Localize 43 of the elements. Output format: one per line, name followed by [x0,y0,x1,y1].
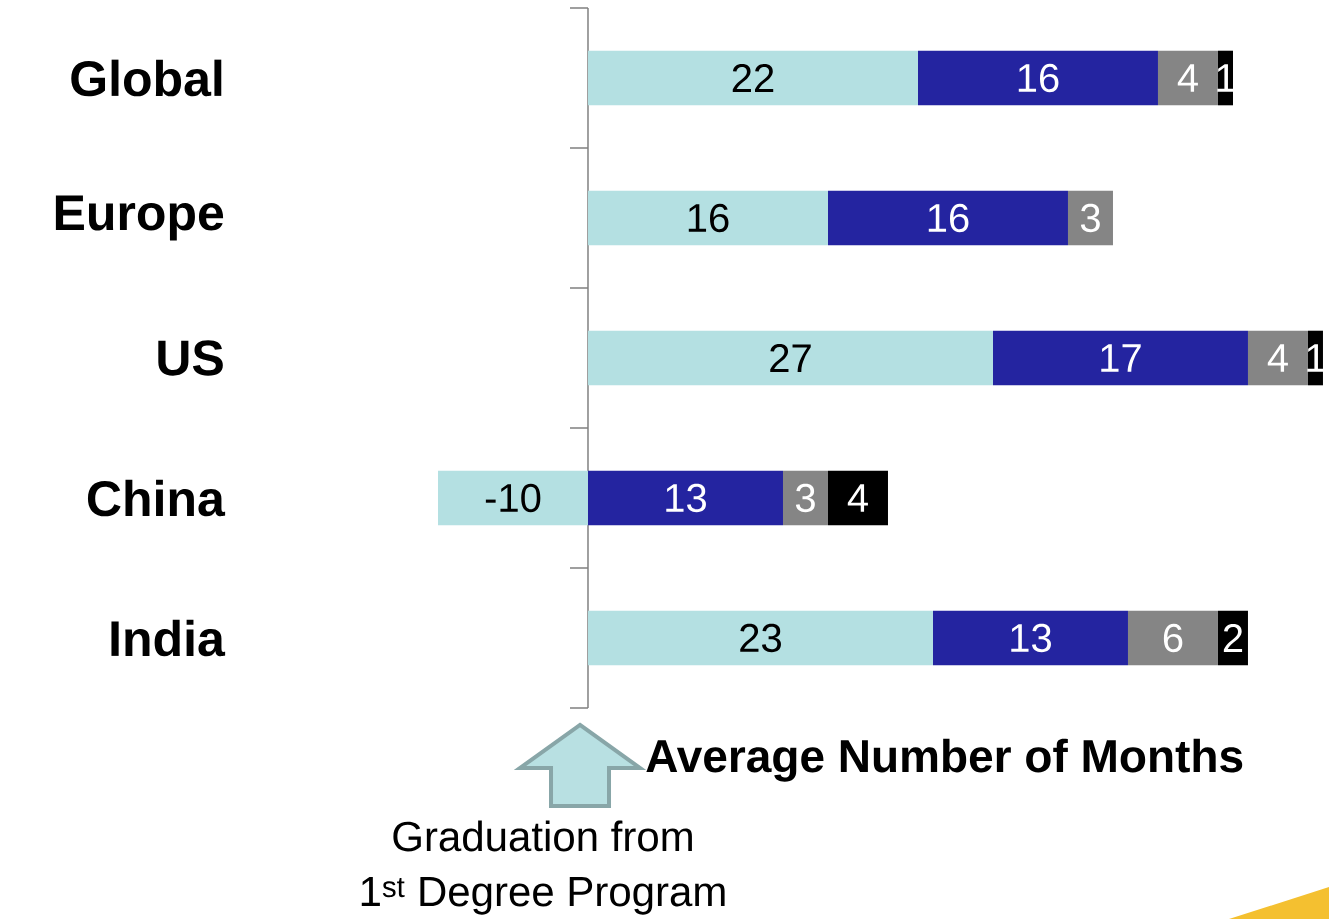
data-label: 4 [1177,64,1198,92]
bar [827,470,888,526]
bar [587,50,918,106]
data-label: 27 [770,344,811,372]
text: 1$^{st}$ Degree Program [361,877,725,915]
y-tick-label: US [158,340,223,376]
data-label: 17 [1101,344,1141,372]
data-label: 1 [1307,344,1325,372]
data-label: 4 [1267,344,1288,372]
y-tick-label: China [87,479,226,517]
data-label: 3 [795,483,815,513]
data-label: 6 [1163,623,1183,653]
bar [587,470,783,526]
data-label: 16 [1018,63,1059,93]
bar [587,190,828,246]
data-label: 16 [928,203,969,233]
bar [992,330,1248,386]
y-tick-label: Europe [55,195,224,241]
bar [932,610,1128,666]
data-label: 4 [847,484,868,512]
bar [782,470,828,526]
y-tick-label: India [111,619,226,657]
x-axis-title: Average Number of Months [646,738,1243,782]
data-label: 13 [1011,623,1051,653]
bar [827,190,1068,246]
data-label: 3 [1080,203,1100,233]
bar [1157,50,1218,106]
bar [587,330,993,386]
data-label: 13 [666,483,706,513]
bar [438,470,588,526]
data-label: 16 [688,203,729,233]
y-tick-label: Global [71,59,222,97]
text: Graduation from [393,820,692,852]
data-label: 23 [740,623,781,653]
bar [1247,330,1308,386]
data-label: 2 [1223,624,1243,652]
data-label: -10 [485,483,541,513]
bar [1127,610,1218,666]
bar [917,50,1158,106]
bar [1067,190,1113,246]
data-label: 1 [1217,64,1235,92]
data-label: 22 [732,64,774,92]
bar [587,610,933,666]
